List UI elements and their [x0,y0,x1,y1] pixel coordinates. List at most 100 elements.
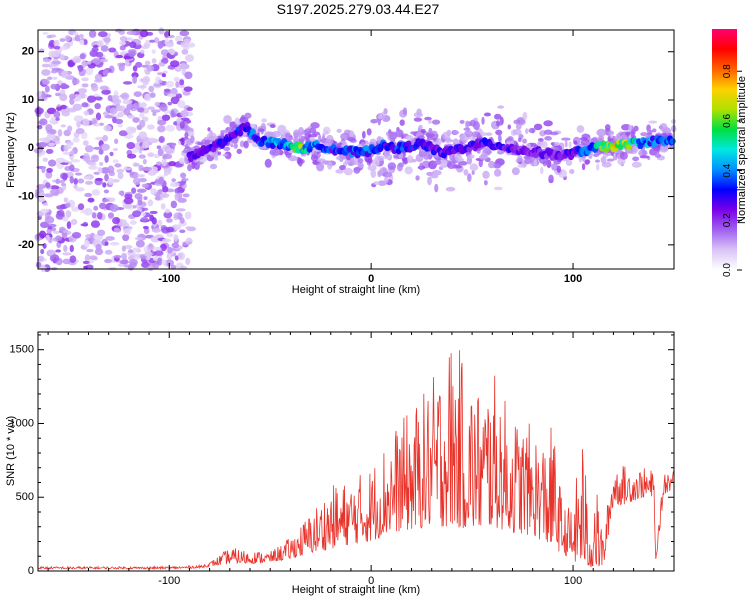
spectrogram-noise-point [73,184,78,189]
colorbar-tick-label: 0.8 [722,64,733,78]
spectrogram-scatter-point [628,124,632,133]
spectrogram-scatter-point [185,143,189,150]
spectrogram-noise-point [104,258,113,264]
spectrogram-scatter-point [651,128,657,133]
spectrogram-noise-point [183,193,190,198]
spectrogram-scatter-point [592,153,600,157]
spectrogram-scatter-point [596,163,600,171]
spectrogram-scatter-point [478,158,483,168]
spectrogram-scatter-point [432,160,442,166]
spectrogram-noise-point [102,134,109,142]
spectrogram-noise-point [165,80,175,88]
spectrogram-scatter-point [396,162,403,172]
spectrogram-noise-point [45,123,53,132]
spectrogram-noise-point [119,40,126,46]
spectrogram-noise-point [131,148,138,154]
spectrogram-scatter-point [234,117,240,125]
spectrogram-noise-point [150,235,160,243]
spectrogram-noise-point [109,204,119,212]
spectrogram-scatter-point [339,164,346,171]
spectrogram-noise-point [148,137,156,143]
spectrogram-noise-point [109,151,114,157]
spectrogram-noise-point [185,257,191,266]
spectrogram-noise-point [153,250,164,256]
spectrogram-noise-point [185,226,192,230]
spectrogram-noise-point [62,151,72,155]
spectrogram-noise-point [112,159,119,164]
spectrogram-noise-point [171,142,176,150]
spectrogram-noise-point [170,200,178,209]
spectrogram-noise-point [105,236,115,241]
spectrogram-noise-point [94,103,101,110]
spectrogram-scatter-point [342,140,346,146]
spectrogram-noise-point [63,197,69,203]
spectrogram-noise-point [42,157,48,162]
spectrogram-noise-point [119,94,128,98]
spectrogram-noise-point [103,189,110,194]
spectrogram-noise-point [44,216,55,224]
spectrogram-noise-point [177,197,187,203]
spectrogram-scatter-point [525,143,532,149]
spectrogram-ridge-point [250,128,257,135]
spectrogram-noise-point [180,110,189,118]
spectrogram-noise-point [126,103,136,110]
spectrogram-noise-point [91,212,97,219]
spectrogram-noise-point [82,118,90,127]
spectrogram-noise-point [38,141,47,148]
spectrogram-noise-point [115,28,123,33]
spectrogram-scatter-point [206,132,217,141]
colorbar-tick-label: 0.4 [722,163,733,177]
spectrogram-scatter-point [578,155,582,163]
spectrogram-noise-point [38,191,46,198]
spectrogram-noise-point [63,244,68,253]
spectrogram-noise-point [103,37,111,43]
spectrogram-noise-point [42,31,49,36]
spectrogram-noise-point [37,255,45,262]
spectrogram-scatter-point [343,167,353,176]
spectrogram-noise-point [101,89,111,95]
spectrogram-noise-point [137,85,147,89]
spectrogram-scatter-point [349,131,355,137]
spectrogram-scatter-point [467,173,472,182]
spectrogram-noise-point [146,65,155,72]
spectrogram-noise-point [160,203,166,210]
spectrogram-scatter-point [191,160,196,170]
spectrogram-noise-point [165,124,176,132]
spectrogram-noise-point [171,242,180,249]
spectrogram-noise-point [132,117,140,123]
spectrogram-scatter-point [459,158,465,162]
spectrogram-noise-point [60,104,67,110]
spectrogram-scatter-point [517,137,522,143]
spectrogram-noise-point [114,163,122,168]
spectrogram-scatter-point [596,128,607,137]
spectrogram-noise-point [42,243,47,249]
spectrogram-noise-point [82,140,89,146]
spectrogram-noise-point [75,187,85,192]
spectrogram-noise-point [86,248,94,253]
spectrogram-scatter-point [464,130,474,138]
spectrogram-noise-point [57,129,63,137]
spectrogram-noise-point [180,62,187,70]
spectrogram-scatter-point [471,170,475,175]
spectrogram-noise-point [119,36,128,42]
spectrogram-noise-point [107,177,115,185]
spectrogram-noise-point [175,81,180,88]
spectrogram-scatter-point [455,165,463,169]
spectrogram-noise-point [129,41,137,49]
spectrogram-noise-point [112,216,120,225]
spectrogram-noise-point [104,173,109,182]
spectrogram-noise-point [151,217,157,225]
spectrogram-noise-point [51,60,62,65]
spectrogram-noise-point [161,158,168,167]
spectrogram-noise-point [59,226,66,232]
spectrogram-noise-point [158,62,166,67]
spectrogram-noise-point [159,243,167,252]
spectrogram-noise-point [108,47,117,53]
spectrogram-scatter-point [230,144,234,148]
spectrogram-noise-point [93,205,99,211]
spectrogram-noise-point [174,187,181,194]
spectrogram-noise-point [157,40,164,49]
spectrogram-noise-point [144,251,153,257]
spectrogram-noise-point [94,73,103,82]
